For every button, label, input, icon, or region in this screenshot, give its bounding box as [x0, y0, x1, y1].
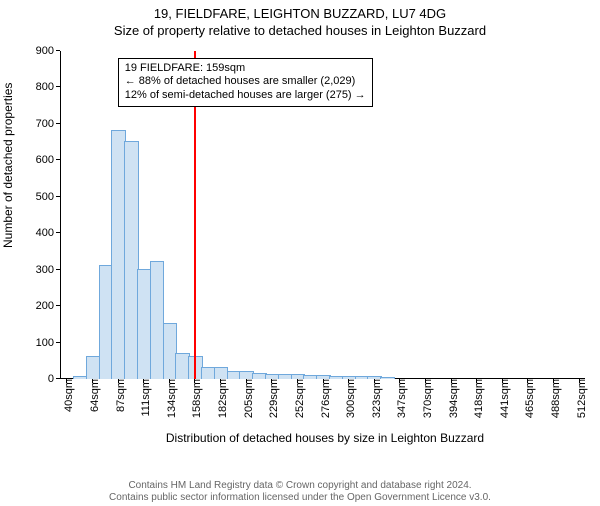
x-tick-label: 300sqm [339, 379, 357, 418]
x-tick-label: 394sqm [442, 379, 460, 418]
x-tick-label: 465sqm [518, 379, 536, 418]
y-tick-label: 500 [36, 191, 60, 203]
y-tick-mark [56, 232, 60, 233]
y-tick-mark [56, 342, 60, 343]
x-tick-label: 87sqm [109, 379, 127, 412]
x-axis-label: Distribution of detached houses by size … [60, 431, 590, 445]
y-axis-label: Number of detached properties [1, 83, 15, 248]
annotation-box: 19 FIELDFARE: 159sqm← 88% of detached ho… [118, 58, 373, 107]
chart-title-line1: 19, FIELDFARE, LEIGHTON BUZZARD, LU7 4DG [0, 6, 600, 21]
x-tick-label: 370sqm [416, 379, 434, 418]
x-tick-label: 441sqm [493, 379, 511, 418]
annotation-line: 19 FIELDFARE: 159sqm [125, 62, 366, 76]
x-tick-label: 229sqm [262, 379, 280, 418]
y-tick-mark [56, 86, 60, 87]
x-tick-label: 40sqm [57, 379, 75, 412]
x-tick-label: 182sqm [211, 379, 229, 418]
y-tick-label: 200 [36, 300, 60, 312]
plot-area: 010020030040050060070080090040sqm64sqm87… [60, 51, 585, 379]
x-tick-label: 347sqm [390, 379, 408, 418]
annotation-line: 12% of semi-detached houses are larger (… [125, 89, 366, 103]
y-tick-label: 400 [36, 227, 60, 239]
y-tick-mark [56, 159, 60, 160]
y-tick-label: 300 [36, 264, 60, 276]
footer-line1: Contains HM Land Registry data © Crown c… [0, 480, 600, 492]
x-tick-label: 488sqm [544, 379, 562, 418]
y-tick-mark [56, 196, 60, 197]
y-tick-label: 600 [36, 154, 60, 166]
license-footer: Contains HM Land Registry data © Crown c… [0, 480, 600, 504]
chart-title-line2: Size of property relative to detached ho… [0, 23, 600, 38]
x-tick-label: 158sqm [185, 379, 203, 418]
chart-container: Number of detached properties 0100200300… [0, 48, 600, 468]
y-tick-label: 800 [36, 81, 60, 93]
x-tick-label: 252sqm [288, 379, 306, 418]
y-tick-mark [56, 50, 60, 51]
y-tick-mark [56, 305, 60, 306]
annotation-line: ← 88% of detached houses are smaller (2,… [125, 75, 366, 89]
x-tick-label: 418sqm [467, 379, 485, 418]
y-tick-mark [56, 123, 60, 124]
footer-line2: Contains public sector information licen… [0, 492, 600, 504]
y-tick-label: 900 [36, 45, 60, 57]
y-tick-label: 700 [36, 118, 60, 130]
x-tick-label: 134sqm [160, 379, 178, 418]
x-tick-label: 323sqm [365, 379, 383, 418]
x-tick-label: 512sqm [570, 379, 588, 418]
x-tick-label: 64sqm [83, 379, 101, 412]
y-tick-label: 100 [36, 337, 60, 349]
x-tick-label: 276sqm [314, 379, 332, 418]
x-tick-label: 205sqm [237, 379, 255, 418]
x-tick-label: 111sqm [134, 379, 152, 417]
y-tick-mark [56, 269, 60, 270]
